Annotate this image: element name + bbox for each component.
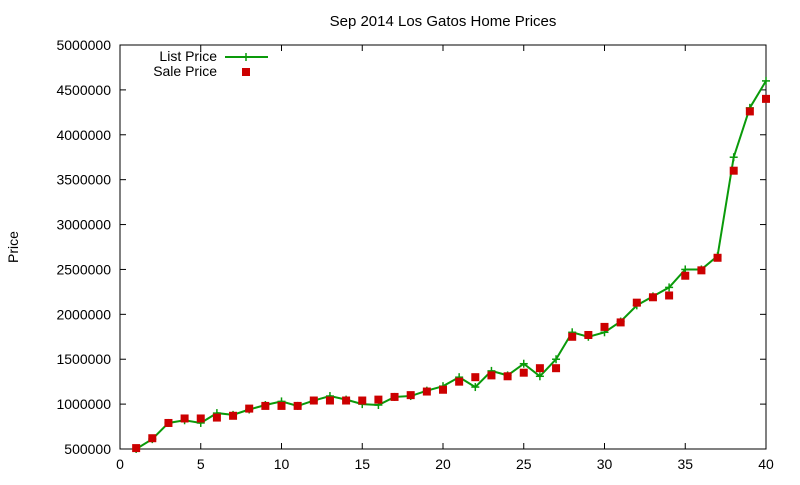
y-tick-label: 5000000 [56,37,111,53]
x-tick-label: 10 [274,456,290,472]
list-price-point [519,359,528,368]
sale-price-point [229,411,238,420]
sale-price-point [503,372,512,381]
sale-price-point [616,318,625,327]
y-tick-label: 500000 [64,441,111,457]
sale-price-point [390,392,399,401]
y-axis: 500000 1000000 1500000 2000000 2500000 300000… [56,37,766,457]
sale-price-point [471,373,480,382]
list-price-point [552,355,561,364]
sale-price-point [358,396,367,405]
series-layer [132,76,770,453]
y-tick-label: 3000000 [56,217,111,233]
y-tick-label: 4000000 [56,127,111,143]
legend-label-list-price: List Price [159,48,217,64]
sale-price-point [584,330,593,339]
sale-price-point [600,322,609,331]
x-tick-label: 20 [435,456,451,472]
sale-price-point [439,385,447,394]
y-tick-label: 2500000 [56,261,111,277]
x-tick-label: 35 [677,456,693,472]
list-price-point [729,153,738,162]
sale-price-point [342,396,351,405]
x-axis: 0 5 10 15 20 25 30 35 40 [116,45,774,472]
sale-price-point [665,291,674,300]
x-tick-label: 15 [354,456,370,472]
list-price-point [471,383,480,392]
sale-price-point [132,444,141,453]
x-tick-label: 30 [597,456,613,472]
sale-price-point [277,401,286,410]
sale-price-point [535,364,544,373]
sale-price-point [212,413,221,422]
sale-price-point [261,401,270,410]
sale-price-point [648,293,657,302]
y-tick-label: 4500000 [56,82,111,98]
sale-price-point [374,395,383,404]
sale-price-point [422,387,431,396]
list-price-point [762,76,770,85]
sale-price-point [164,418,173,427]
sale-price-point [713,253,722,262]
sale-price-point [293,401,302,410]
sale-price-point [568,332,577,341]
y-axis-label: Price [5,231,21,263]
legend-marker-sale-price [242,68,250,76]
series-line-list-price [135,80,767,450]
sale-price-point [632,298,641,307]
sale-price-point [325,396,334,405]
sale-price-point [519,368,528,377]
y-tick-label: 1500000 [56,351,111,367]
chart-title: Sep 2014 Los Gatos Home Prices [330,13,557,30]
sale-price-point [762,94,770,103]
sale-price-point [196,414,205,423]
sale-price-point [487,371,496,380]
x-tick-label: 5 [197,456,205,472]
sale-price-point [697,266,706,275]
y-tick-label: 1000000 [56,396,111,412]
x-tick-label: 0 [116,456,124,472]
sale-price-point [309,396,318,405]
sale-price-point [245,404,254,413]
sale-price-point [180,414,189,423]
x-tick-label: 40 [758,456,774,472]
sale-price-point [148,434,157,443]
list-price-point [665,283,674,292]
sale-price-point [455,377,464,386]
list-price-point [535,372,544,381]
sale-price-point [745,107,754,116]
sale-price-point [552,364,561,373]
y-tick-label: 2000000 [56,306,111,322]
sale-price-point [729,166,738,175]
sale-price-point [406,391,415,400]
y-tick-label: 3500000 [56,172,111,188]
legend-label-sale-price: Sale Price [153,63,217,79]
x-tick-label: 25 [516,456,532,472]
sale-price-point [681,271,690,280]
